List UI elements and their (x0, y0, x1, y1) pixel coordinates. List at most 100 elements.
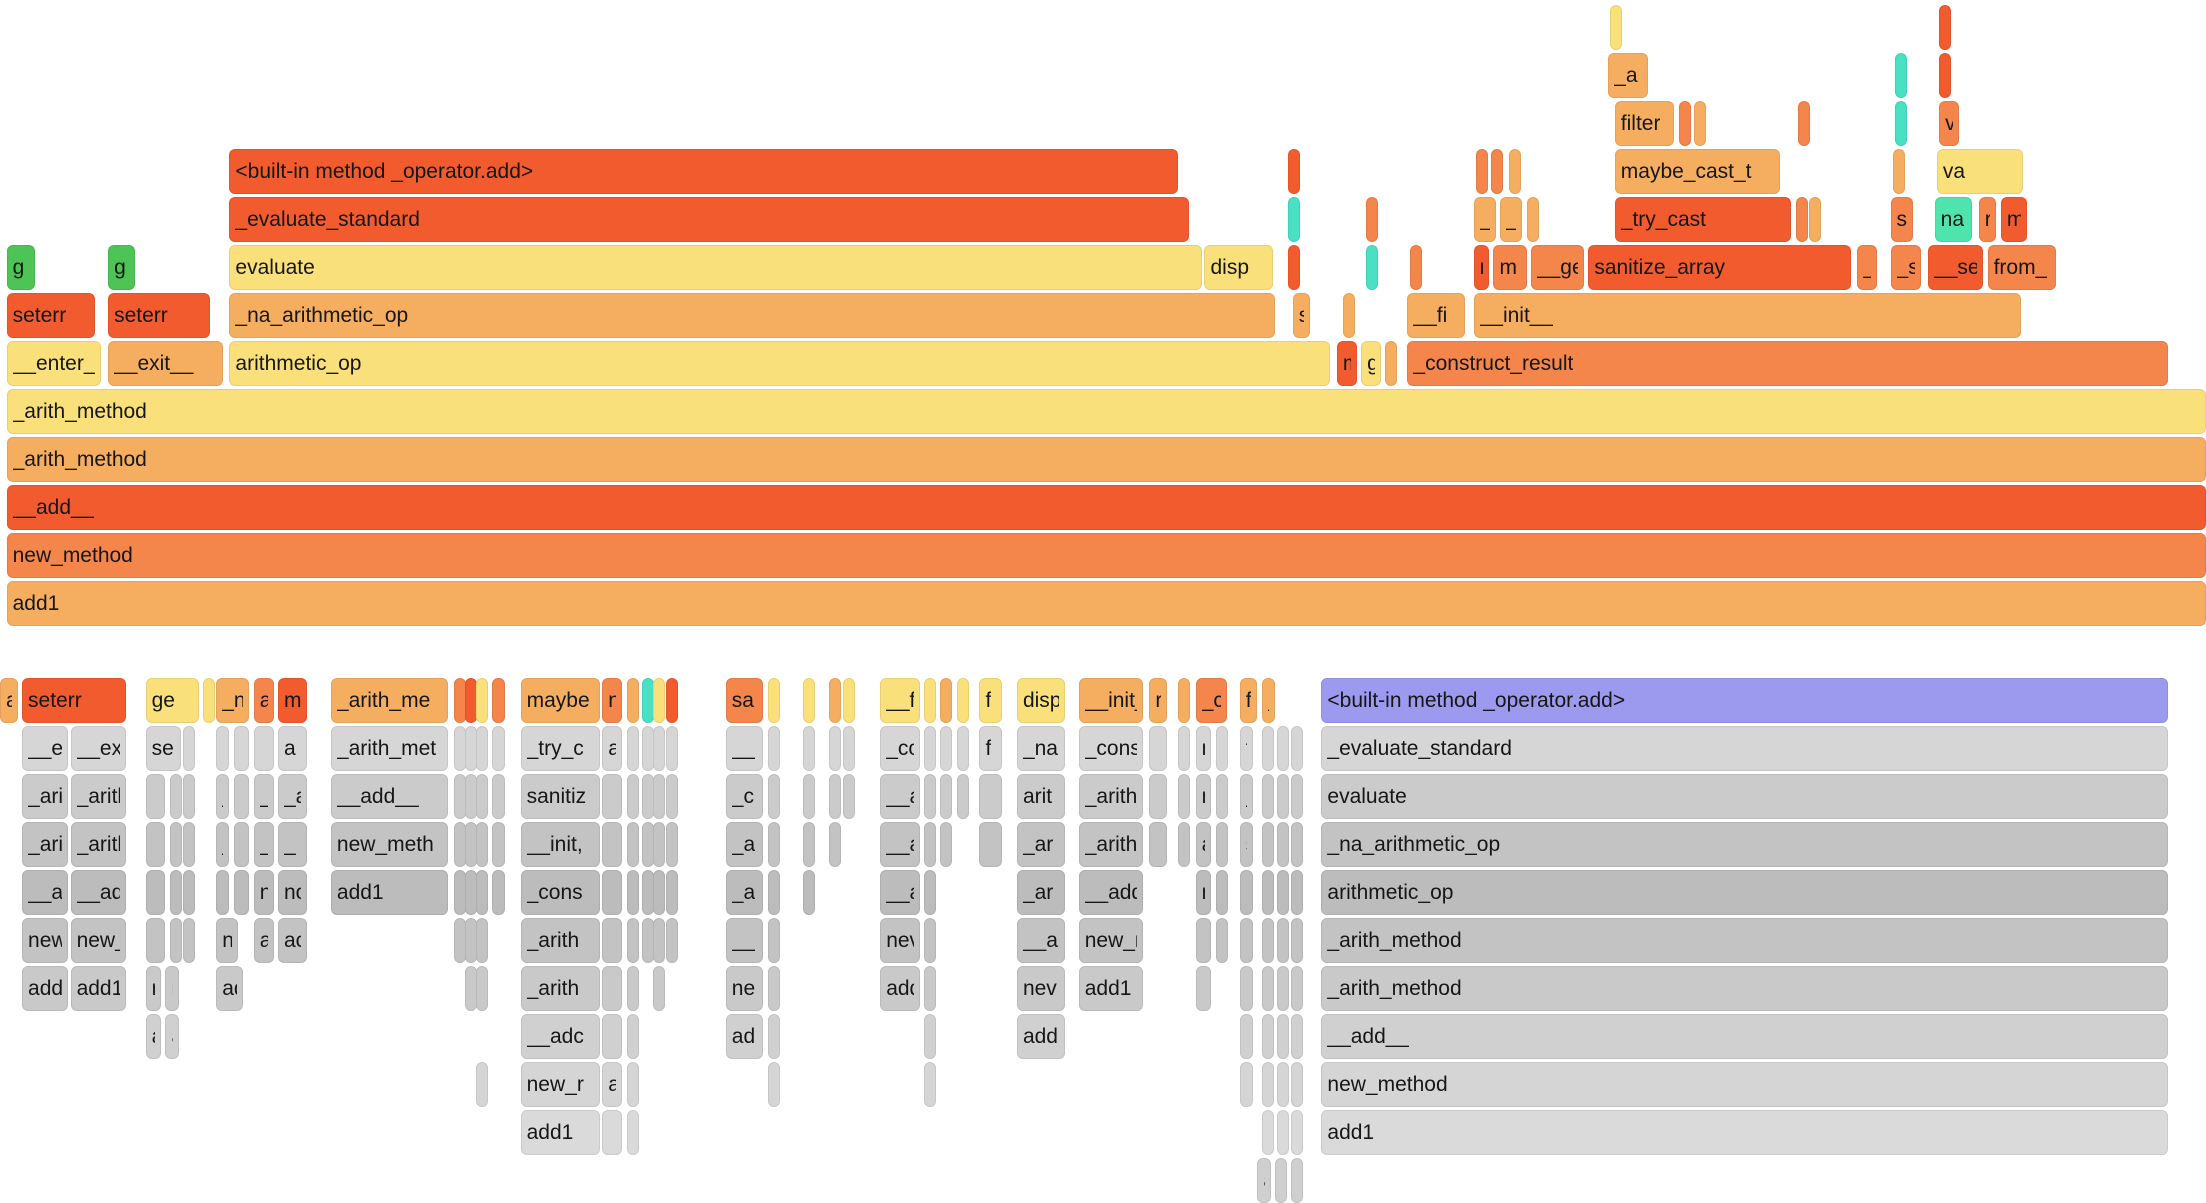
flame-frame-_arith_met[interactable]: _arith_met (330, 726, 448, 771)
flame-frame[interactable] (1149, 822, 1167, 867)
flame-frame-add1[interactable]: add1 (520, 1110, 601, 1155)
flame-frame[interactable] (924, 1014, 937, 1059)
flame-frame-n[interactable]: n (1275, 1158, 1288, 1203)
flame-frame-_evaluate_standard[interactable]: _evaluate_standard (229, 197, 1190, 242)
flame-frame[interactable] (666, 870, 679, 915)
flame-frame-sa[interactable]: sa (725, 678, 764, 723)
flame-frame-__adc[interactable]: __adc (520, 1014, 601, 1059)
flame-frame-__add[interactable]: __add, (1078, 870, 1143, 915)
flame-frame[interactable] (626, 726, 639, 771)
flame-frame[interactable] (183, 822, 196, 867)
flame-frame[interactable] (626, 1110, 639, 1155)
flame-frame-_arith_me[interactable]: _arith_me (330, 678, 448, 723)
flame-frame-_a[interactable]: _a (1215, 774, 1228, 819)
flame-frame-_[interactable]: _ (1290, 1158, 1303, 1203)
flame-frame[interactable] (829, 678, 842, 723)
flame-frame-_[interactable]: _ (1473, 197, 1496, 242)
flame-frame[interactable] (767, 918, 780, 963)
flame-frame[interactable] (1610, 5, 1623, 50)
flame-frame-__init_[interactable]: __init_ (1078, 678, 1143, 723)
flame-frame[interactable] (602, 1110, 623, 1155)
flame-frame-__add__[interactable]: __add__ (330, 774, 448, 819)
flame-frame-a[interactable]: a (476, 1062, 489, 1107)
flame-frame[interactable] (626, 1014, 639, 1059)
flame-frame[interactable] (924, 822, 937, 867)
flame-frame-f[interactable]: f (979, 726, 1002, 771)
flame-frame-n[interactable]: n (602, 678, 623, 723)
flame-frame-add1[interactable]: add1 (6, 581, 2206, 626)
flame-frame-r[interactable]: r (145, 966, 162, 1011)
flame-frame-s[interactable]: s (1239, 822, 1253, 867)
flame-frame-no[interactable]: no (277, 870, 307, 915)
flame-frame[interactable] (924, 870, 937, 915)
flame-frame-__enter__[interactable]: __enter__ (6, 341, 102, 386)
flame-frame[interactable] (169, 822, 182, 867)
flame-frame[interactable] (465, 678, 478, 723)
flame-frame[interactable] (1178, 822, 1190, 867)
flame-frame[interactable] (652, 774, 665, 819)
flame-frame[interactable] (1277, 726, 1290, 771)
flame-frame-seterr[interactable]: seterr (108, 293, 210, 338)
flame-frame-__ac[interactable]: __ac (22, 870, 69, 915)
flame-frame[interactable] (1277, 1110, 1290, 1155)
flame-frame[interactable] (1290, 726, 1303, 771)
flame-frame-__f[interactable]: __f (880, 678, 920, 723)
flame-frame[interactable] (1239, 1014, 1253, 1059)
flame-frame[interactable] (767, 822, 780, 867)
flame-frame-_ar[interactable]: _ar (1016, 822, 1066, 867)
flame-frame[interactable] (641, 822, 654, 867)
flame-frame-f[interactable]: f (1239, 678, 1258, 723)
flame-frame-nev[interactable]: nev (880, 918, 920, 963)
flame-frame[interactable] (1261, 774, 1274, 819)
flame-frame[interactable] (476, 822, 489, 867)
flame-frame[interactable] (1261, 870, 1274, 915)
flame-frame[interactable] (465, 822, 478, 867)
flame-frame-_a[interactable]: _a (216, 822, 230, 867)
flame-frame-_arit[interactable]: _arit (22, 774, 69, 819)
flame-frame[interactable] (1239, 966, 1253, 1011)
flame-frame-_[interactable]: _ (253, 822, 274, 867)
flame-frame[interactable] (491, 870, 506, 915)
flame-frame[interactable] (1508, 149, 1521, 194)
flame-frame[interactable] (1277, 966, 1290, 1011)
flame-frame-_co[interactable]: _co (880, 726, 920, 771)
flame-frame[interactable] (626, 822, 639, 867)
flame-frame-disp[interactable]: disp (1204, 245, 1273, 290)
flame-frame-__add__[interactable]: __add__ (6, 485, 2206, 530)
flame-frame-__a[interactable]: __a (880, 870, 920, 915)
flame-frame-disp[interactable]: disp (1016, 678, 1066, 723)
flame-frame[interactable] (1892, 149, 1905, 194)
flame-frame[interactable] (1215, 726, 1228, 771)
flame-frame[interactable] (465, 870, 478, 915)
flame-frame[interactable] (641, 774, 654, 819)
flame-frame[interactable] (626, 1062, 639, 1107)
flame-frame-_[interactable]: _ (253, 774, 274, 819)
flame-frame[interactable] (652, 822, 665, 867)
flame-frame-_arith[interactable]: _arith (520, 966, 601, 1011)
flame-frame[interactable] (476, 918, 489, 963)
flame-frame[interactable] (842, 678, 855, 723)
flame-frame-_s[interactable]: _s (1890, 245, 1922, 290)
flame-frame-add1[interactable]: add1 (70, 966, 126, 1011)
flame-frame[interactable] (1808, 197, 1821, 242)
flame-frame[interactable] (169, 774, 182, 819)
flame-frame-a[interactable]: a (145, 1014, 162, 1059)
flame-frame[interactable] (1288, 197, 1301, 242)
flame-frame[interactable] (1239, 870, 1253, 915)
flame-frame-add[interactable]: add (880, 966, 920, 1011)
flame-frame-_arith_[interactable]: _arith_ (1078, 774, 1143, 819)
flame-frame-ad[interactable]: ad (216, 966, 243, 1011)
flame-frame-maybe[interactable]: maybe (520, 678, 601, 723)
flame-frame-s[interactable]: s (1215, 870, 1228, 915)
flame-frame[interactable] (1277, 870, 1290, 915)
flame-frame-seterr[interactable]: seterr (6, 293, 95, 338)
flame-frame-m[interactable]: m (1336, 341, 1357, 386)
flame-frame[interactable] (939, 726, 952, 771)
flame-frame[interactable] (666, 774, 679, 819)
flame-frame-__ar[interactable]: __ar (880, 774, 920, 819)
flame-frame[interactable] (1149, 726, 1167, 771)
flame-frame[interactable] (1491, 149, 1504, 194)
flame-frame-_const[interactable]: _const (1078, 726, 1143, 771)
flame-frame[interactable] (145, 774, 166, 819)
flame-frame-builtinmethod_operatoradd[interactable]: <built-in method _operator.add> (229, 149, 1178, 194)
